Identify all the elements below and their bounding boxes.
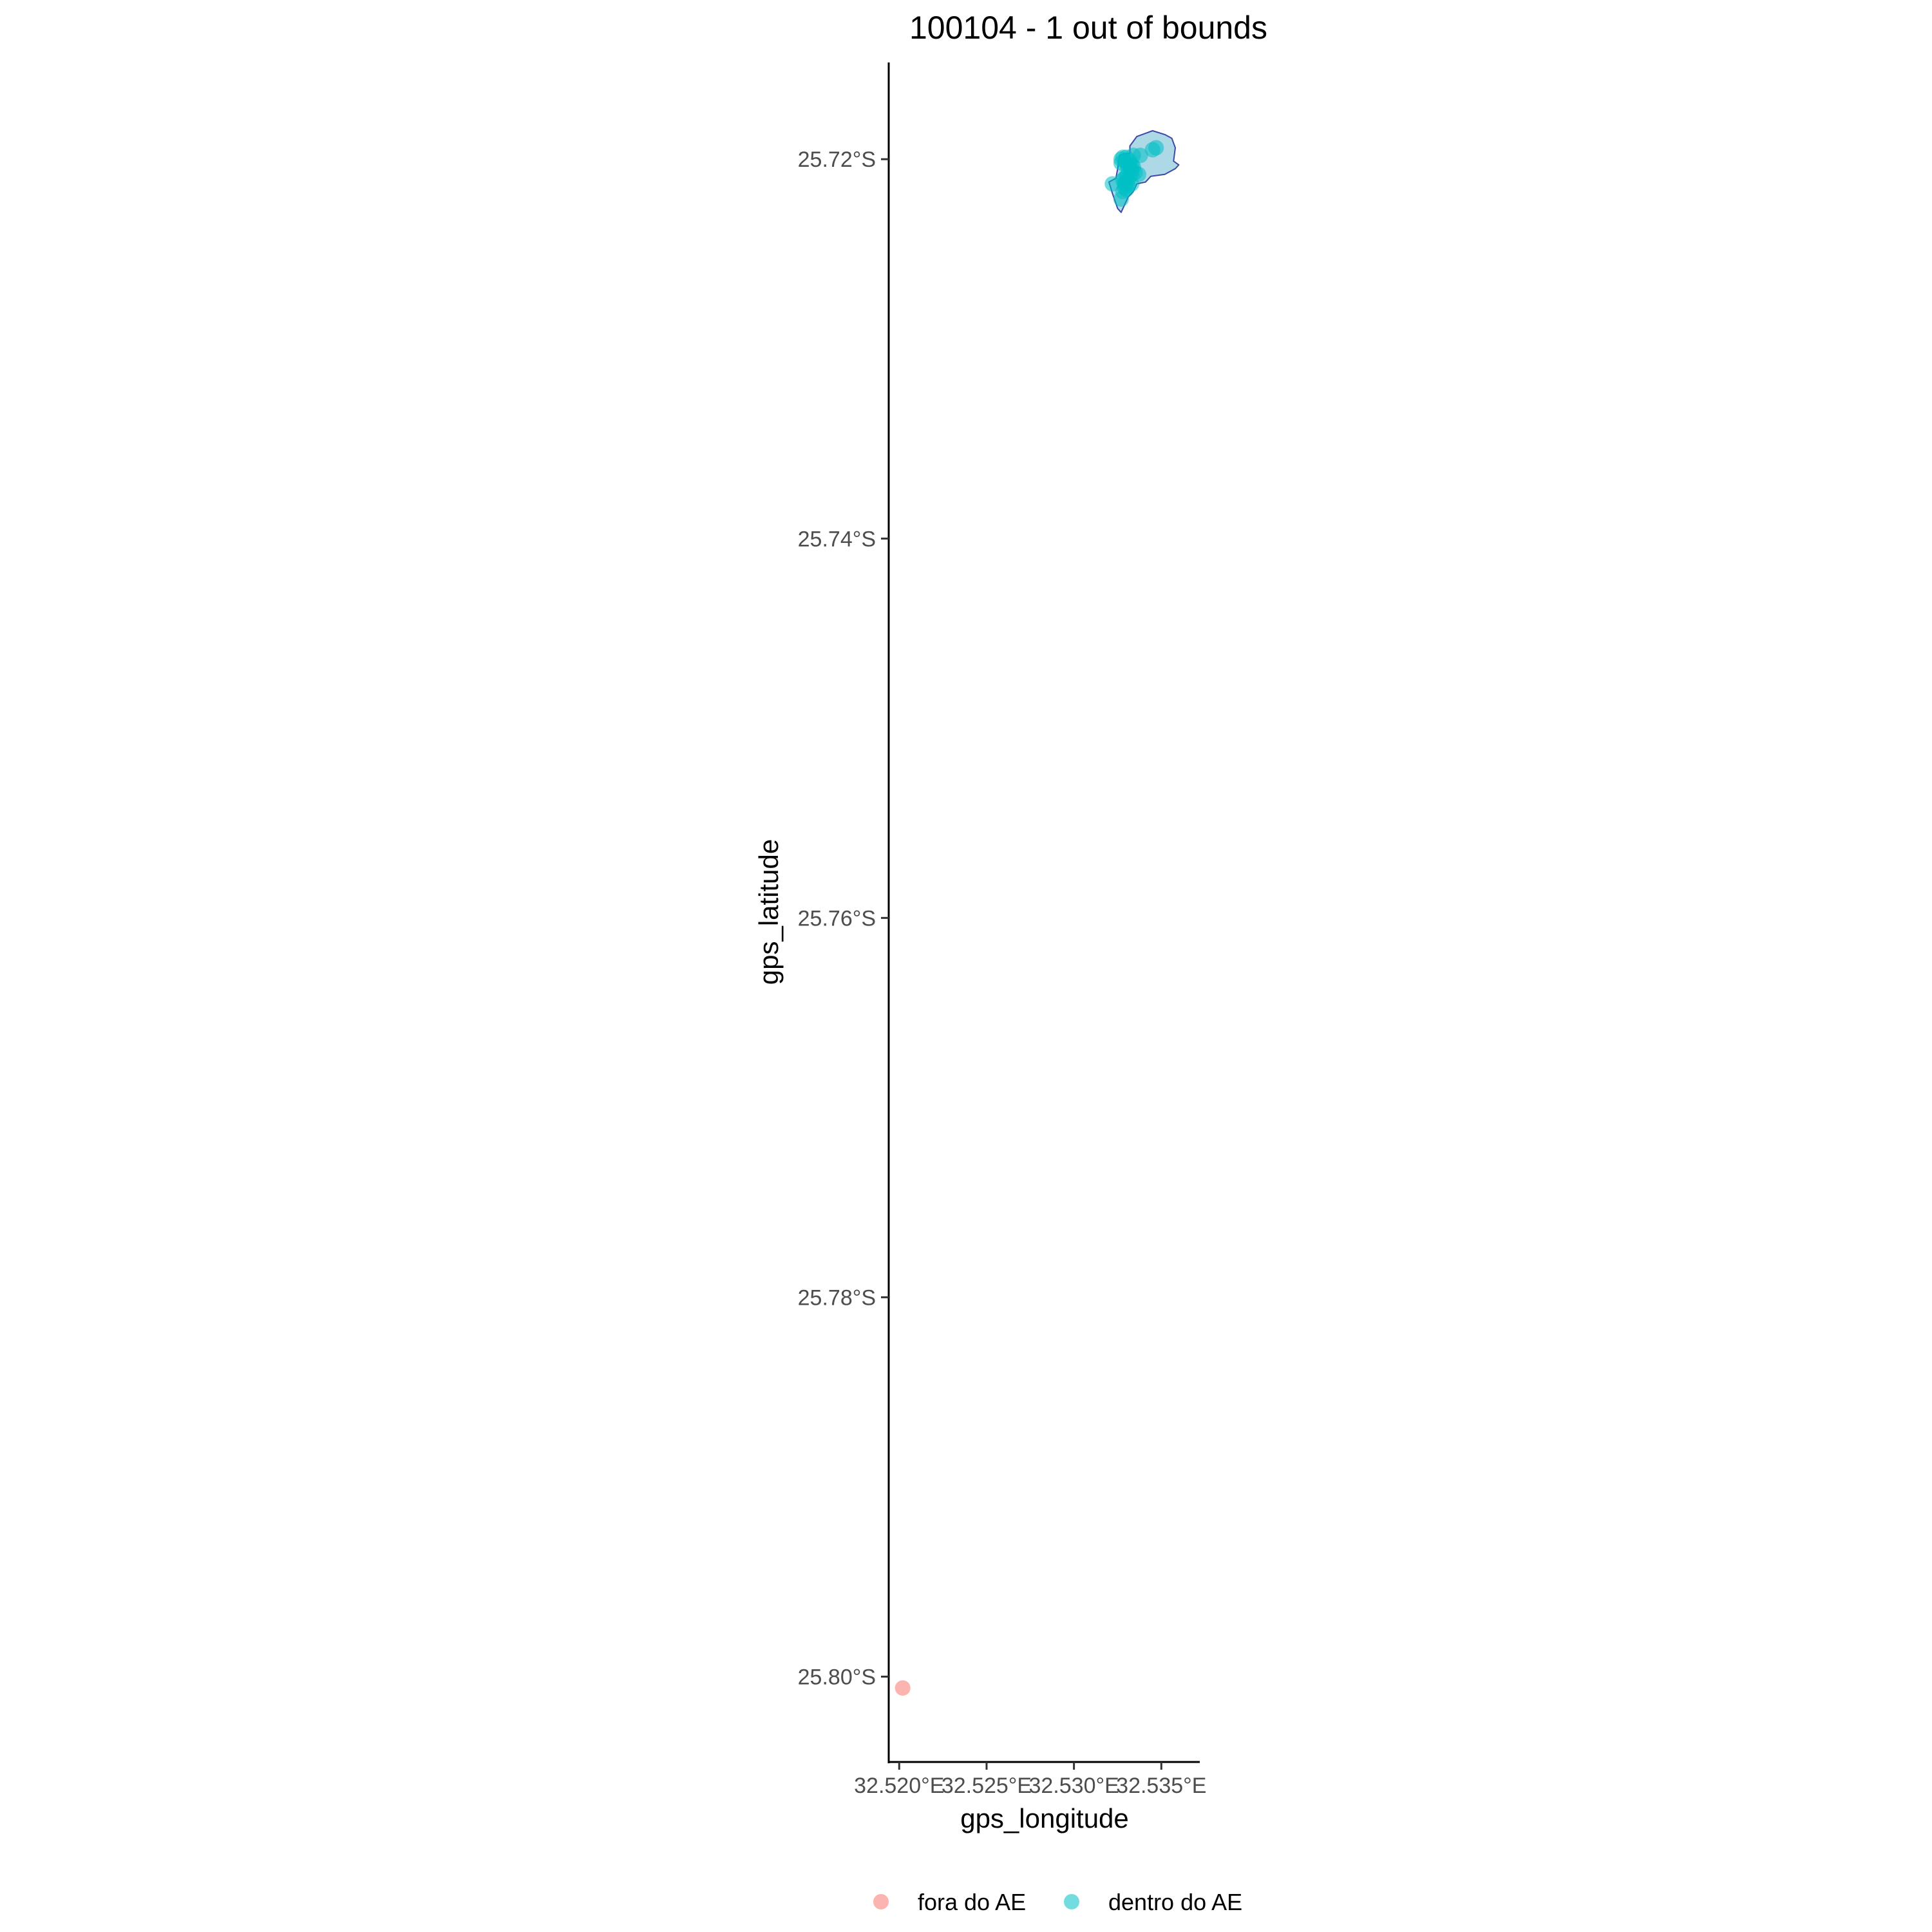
x-axis-ticks: 32.520°E32.525°E32.530°E32.535°E: [854, 1762, 1206, 1798]
y-tick-label-1: 25.74°S: [798, 527, 876, 551]
y-tick-label-4: 25.80°S: [798, 1665, 876, 1689]
legend-key-1: [1064, 1894, 1079, 1909]
y-axis-title: gps_latitude: [753, 839, 784, 985]
x-tick-label-1: 32.525°E: [942, 1774, 1032, 1798]
x-tick-label-0: 32.520°E: [854, 1774, 944, 1798]
legend-label-1: dentro do AE: [1108, 1889, 1242, 1915]
x-tick-label-3: 32.535°E: [1116, 1774, 1206, 1798]
legend-label-0: fora do AE: [918, 1889, 1026, 1915]
legend: fora do AE dentro do AE: [873, 1889, 1242, 1915]
point-series-0-0: [895, 1680, 911, 1696]
chart-title: 100104 - 1 out of bounds: [909, 10, 1267, 46]
y-tick-label-0: 25.72°S: [798, 147, 876, 172]
y-tick-label-3: 25.78°S: [798, 1285, 876, 1310]
x-tick-label-2: 32.530°E: [1028, 1774, 1119, 1798]
y-tick-label-2: 25.76°S: [798, 906, 876, 931]
legend-key-0: [873, 1894, 889, 1909]
x-axis-title: gps_longitude: [960, 1803, 1129, 1833]
point-series-1-31: [1113, 191, 1129, 207]
point-series-1-1: [1144, 142, 1160, 158]
y-axis-ticks: 25.72°S 25.74°S 25.76°S 25.78°S 25.80°S: [798, 147, 889, 1689]
points-layer: [895, 140, 1164, 1696]
